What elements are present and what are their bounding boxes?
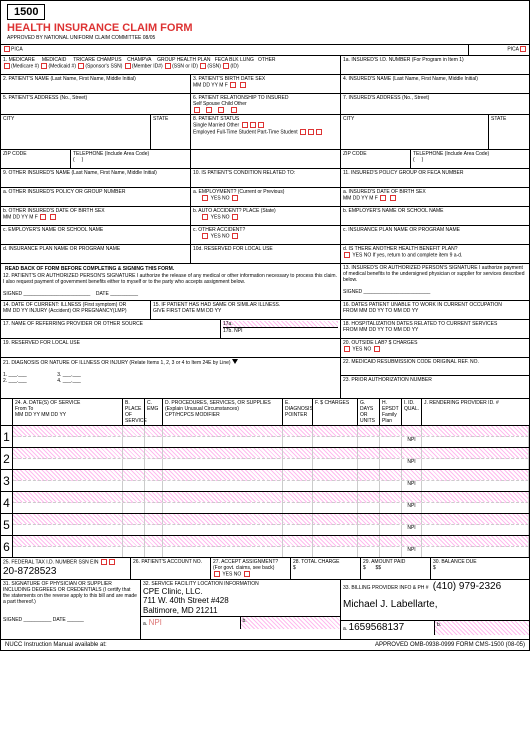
field-33[interactable]: 33. BILLING PROVIDER INFO & PH # (410) 9…	[341, 580, 529, 639]
field-22[interactable]: 22. MEDICAID RESUBMISSION CODE ORIGINAL …	[341, 358, 529, 376]
checkbox-tricare[interactable]	[78, 63, 84, 69]
field-19[interactable]: 19. RESERVED FOR LOCAL USE	[1, 339, 341, 357]
field-31[interactable]: 31. SIGNATURE OF PHYSICIAN OR SUPPLIER I…	[1, 580, 141, 639]
field-4[interactable]: 4. INSURED'S NAME (Last Name, First Name…	[341, 75, 529, 93]
service-row-4[interactable]: 4NPI	[1, 491, 529, 513]
form-subtitle: APPROVED BY NATIONAL UNIFORM CLAIM COMMI…	[7, 35, 523, 41]
field-18[interactable]: 18. HOSPITALIZATION DATES RELATED TO CUR…	[341, 320, 529, 338]
field-2[interactable]: 2. PATIENT'S NAME (Last Name, First Name…	[1, 75, 191, 93]
checkbox-group[interactable]	[165, 63, 171, 69]
field-27[interactable]: 27. ACCEPT ASSIGNMENT? (For govt. claims…	[211, 558, 291, 578]
bottom-bar: NUCC Instruction Manual available at: AP…	[1, 639, 529, 650]
field-1: 1. MEDICARE MEDICAID TRICARE CHAMPUS CHA…	[1, 56, 341, 74]
checkbox-feca[interactable]	[200, 63, 206, 69]
field-5-tel[interactable]: TELEPHONE (Include Area Code)( )	[71, 150, 191, 168]
field-8[interactable]: 8. PATIENT STATUS Single Married Other E…	[191, 115, 341, 149]
field-10a[interactable]: a. EMPLOYMENT? (Current or Previous) YES…	[191, 188, 341, 206]
form-number: 1500	[7, 4, 45, 20]
field-21[interactable]: 21. DIAGNOSIS OR NATURE OF ILLNESS OR IN…	[1, 358, 341, 398]
field-5-state[interactable]: STATE	[151, 115, 191, 149]
field-17ab[interactable]: 17a. 17b. NPI	[221, 320, 341, 338]
field-10b[interactable]: b. AUTO ACCIDENT? PLACE (State) YES NO	[191, 207, 341, 225]
field-6[interactable]: 6. PATIENT RELATIONSHIP TO INSURED Self …	[191, 94, 341, 114]
field-11a[interactable]: a. INSURED'S DATE OF BIRTH SEXMM DD YY M…	[341, 188, 529, 206]
arrow-down-icon	[232, 359, 238, 364]
field-26[interactable]: 26. PATIENT'S ACCOUNT NO.	[131, 558, 211, 578]
service-row-5[interactable]: 5NPI	[1, 513, 529, 535]
field-7-state[interactable]: STATE	[489, 115, 529, 149]
pica-left: PICA	[11, 46, 23, 52]
field-23[interactable]: 23. PRIOR AUTHORIZATION NUMBER	[341, 376, 529, 394]
field-11b[interactable]: b. EMPLOYER'S NAME OR SCHOOL NAME	[341, 207, 529, 225]
field-9b[interactable]: b. OTHER INSURED'S DATE OF BIRTH SEXMM D…	[1, 207, 191, 225]
field-10c[interactable]: c. OTHER ACCIDENT? YES NO	[191, 226, 341, 244]
field-20[interactable]: 20. OUTSIDE LAB? $ CHARGES YES NO	[341, 339, 529, 357]
claim-form: CARRIER PATIENT AND INSURED INFORMATION …	[0, 0, 530, 651]
field-7-tel[interactable]: TELEPHONE (Include Area Code)( )	[411, 150, 529, 168]
service-row-1[interactable]: 1NPI	[1, 425, 529, 447]
checkbox-medicare[interactable]	[4, 63, 10, 69]
checkbox-champva[interactable]	[125, 63, 131, 69]
form-header: 1500 HEALTH INSURANCE CLAIM FORM APPROVE…	[1, 1, 529, 44]
field-7[interactable]: 7. INSURED'S ADDRESS (No., Street)	[341, 94, 529, 114]
field-11d[interactable]: d. IS THERE ANOTHER HEALTH BENEFIT PLAN?…	[341, 245, 529, 263]
pica-right: PICA	[507, 46, 519, 52]
field-7-city[interactable]: CITY	[341, 115, 489, 149]
field-13[interactable]: 13. INSURED'S OR AUTHORIZED PERSON'S SIG…	[341, 264, 529, 300]
field-29[interactable]: 29. AMOUNT PAID$ $$	[361, 558, 431, 578]
field-30[interactable]: 30. BALANCE DUE$	[431, 558, 529, 578]
service-row-2[interactable]: 2NPI	[1, 447, 529, 469]
field-9d[interactable]: d. INSURANCE PLAN NAME OR PROGRAM NAME	[1, 245, 191, 263]
field-28[interactable]: 28. TOTAL CHARGE$	[291, 558, 361, 578]
field-11[interactable]: 11. INSURED'S POLICY GROUP OR FECA NUMBE…	[341, 169, 529, 187]
bottom-left: NUCC Instruction Manual available at:	[5, 642, 107, 648]
checkbox-medicaid[interactable]	[41, 63, 47, 69]
field-9[interactable]: 9. OTHER INSURED'S NAME (Last Name, Firs…	[1, 169, 191, 187]
field-5-zip[interactable]: ZIP CODE	[1, 150, 71, 168]
field-14[interactable]: 14. DATE OF CURRENT: ILLNESS (First symp…	[1, 301, 151, 319]
field-9c[interactable]: c. EMPLOYER'S NAME OR SCHOOL NAME	[1, 226, 191, 244]
field-5-city[interactable]: CITY	[1, 115, 151, 149]
service-row-6[interactable]: 6NPI	[1, 535, 529, 557]
form-title: HEALTH INSURANCE CLAIM FORM	[7, 22, 523, 34]
field-3[interactable]: 3. PATIENT'S BIRTH DATE SEX MM DD YY M F	[191, 75, 341, 93]
field-1a[interactable]: 1a. INSURED'S I.D. NUMBER (For Program i…	[341, 56, 529, 74]
field-7-zip[interactable]: ZIP CODE	[341, 150, 411, 168]
service-row-3[interactable]: 3NPI	[1, 469, 529, 491]
checkbox-other[interactable]	[223, 63, 229, 69]
field-9a[interactable]: a. OTHER INSURED'S POLICY OR GROUP NUMBE…	[1, 188, 191, 206]
field-15[interactable]: 15. IF PATIENT HAS HAD SAME OR SIMILAR I…	[151, 301, 341, 319]
field-11c[interactable]: c. INSURANCE PLAN NAME OR PROGRAM NAME	[341, 226, 529, 244]
field-5[interactable]: 5. PATIENT'S ADDRESS (No., Street)	[1, 94, 191, 114]
field-10: 10. IS PATIENT'S CONDITION RELATED TO:	[191, 169, 341, 187]
field-10d[interactable]: 10d. RESERVED FOR LOCAL USE	[191, 245, 341, 263]
field-16[interactable]: 16. DATES PATIENT UNABLE TO WORK IN CURR…	[341, 301, 529, 319]
bottom-right: APPROVED OMB-0938-0999 FORM CMS-1500 (08…	[375, 642, 525, 648]
field-25[interactable]: 25. FEDERAL TAX I.D. NUMBER SSN EIN 20-8…	[1, 558, 131, 578]
field-32[interactable]: 32. SERVICE FACILITY LOCATION INFORMATIO…	[141, 580, 341, 639]
field-17[interactable]: 17. NAME OF REFERRING PROVIDER OR OTHER …	[1, 320, 221, 338]
service-header: 24. A. DATE(S) OF SERVICEFrom ToMM DD YY…	[1, 398, 529, 425]
field-12[interactable]: READ BACK OF FORM BEFORE COMPLETING & SI…	[1, 264, 341, 300]
